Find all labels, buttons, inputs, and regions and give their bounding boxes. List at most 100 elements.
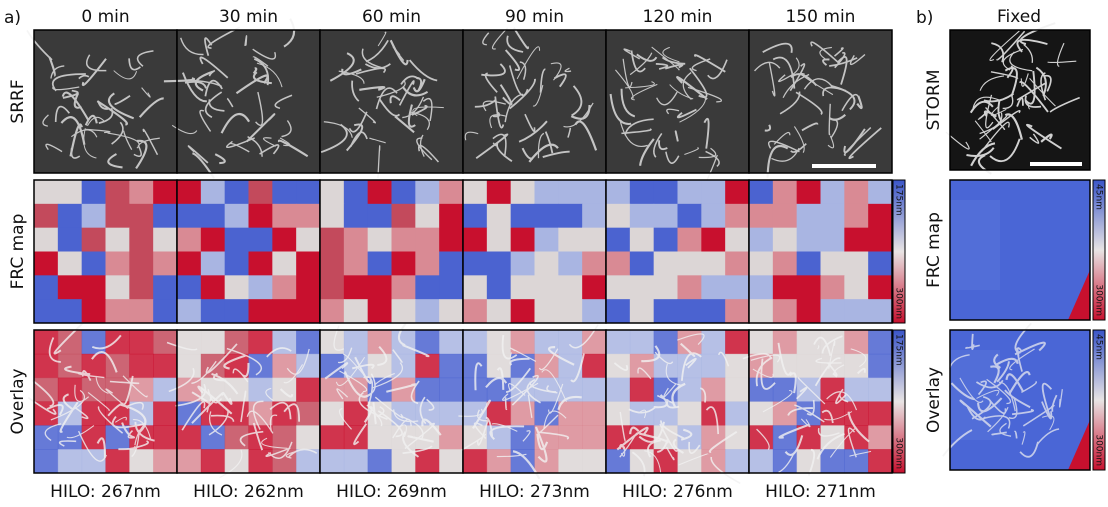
frc-cell	[153, 275, 177, 299]
frc-cell	[511, 449, 535, 473]
frc-cell	[344, 204, 368, 228]
frc-cell	[511, 299, 535, 323]
frc-cell	[558, 252, 582, 276]
frc-cell	[392, 330, 416, 354]
row-label: SRRF	[8, 79, 28, 123]
frc-cell	[725, 228, 749, 252]
frc-cell	[749, 275, 773, 299]
frc-cell	[225, 228, 249, 252]
frc-cell	[415, 299, 439, 323]
frc-cell	[487, 330, 511, 354]
frc-cell	[797, 252, 821, 276]
frc-cell	[844, 204, 868, 228]
frc-cell	[844, 275, 868, 299]
frc-cell	[487, 299, 511, 323]
frc-cell	[249, 180, 273, 204]
frc-cell	[344, 330, 368, 354]
frc-cell	[701, 275, 725, 299]
frc-cell	[225, 180, 249, 204]
frc-cell	[58, 449, 82, 473]
frc-cell	[606, 275, 630, 299]
frc-cell	[392, 204, 416, 228]
frc-cell	[701, 425, 725, 449]
panel-label: a)	[4, 8, 21, 28]
frc-cell	[630, 228, 654, 252]
frc-cell	[582, 449, 606, 473]
frc-cell	[821, 204, 845, 228]
frc-cell	[106, 204, 130, 228]
frc-cell	[773, 299, 797, 323]
frc-cell	[821, 180, 845, 204]
frc-cell	[630, 378, 654, 402]
frc-cell	[701, 180, 725, 204]
frc-cell	[272, 180, 296, 204]
frc-cell	[749, 180, 773, 204]
frc-cell	[558, 425, 582, 449]
frc-cell	[34, 425, 58, 449]
column-header: Fixed	[997, 7, 1041, 27]
frc-cell	[463, 180, 487, 204]
frc-cell	[558, 330, 582, 354]
frc-cell	[773, 275, 797, 299]
frc-cell	[34, 275, 58, 299]
frc-cell	[129, 449, 153, 473]
frc-cell	[58, 252, 82, 276]
frc-cell	[844, 354, 868, 378]
frc-cell	[678, 180, 702, 204]
frc-cell	[272, 425, 296, 449]
frc-cell	[344, 449, 368, 473]
frc-cell	[439, 425, 463, 449]
frc-cell	[582, 228, 606, 252]
frc-cell	[392, 252, 416, 276]
frc-cell	[678, 204, 702, 228]
footer-label: HILO: 262nm	[193, 482, 304, 502]
column-header: 120 min	[643, 7, 713, 27]
frc-cell	[511, 275, 535, 299]
frc-cell	[58, 275, 82, 299]
frc-cell	[320, 330, 344, 354]
frc-cell	[654, 299, 678, 323]
frc-cell	[153, 252, 177, 276]
frc-cell	[129, 204, 153, 228]
frc-cell	[558, 180, 582, 204]
frc-cell	[868, 275, 892, 299]
frc-cell	[320, 402, 344, 426]
frc-cell	[582, 204, 606, 228]
frc-cell	[368, 275, 392, 299]
frc-cell	[249, 204, 273, 228]
frc-cell	[582, 275, 606, 299]
frc-cell	[678, 275, 702, 299]
frc-cell	[415, 354, 439, 378]
frc-cell	[106, 330, 130, 354]
frc-cell	[82, 330, 106, 354]
frc-cell	[749, 299, 773, 323]
row-label: Overlay	[924, 367, 944, 433]
frc-cell	[439, 204, 463, 228]
frc-cell	[606, 378, 630, 402]
frc-cell	[129, 299, 153, 323]
frc-cell	[439, 402, 463, 426]
frc-cell	[296, 402, 320, 426]
frc-cell	[368, 204, 392, 228]
frc-cell	[678, 402, 702, 426]
frc-cell	[34, 449, 58, 473]
row-label: FRC map	[924, 212, 944, 288]
column-header: 60 min	[362, 7, 421, 27]
frc-cell	[630, 275, 654, 299]
frc-cell	[535, 204, 559, 228]
frc-cell	[368, 402, 392, 426]
frc-cell	[415, 180, 439, 204]
frc-cell	[487, 204, 511, 228]
frc-cell	[392, 180, 416, 204]
frc-cell	[868, 299, 892, 323]
frc-cell	[630, 402, 654, 426]
frc-cell	[725, 275, 749, 299]
frc-cell	[439, 252, 463, 276]
frc-cell	[272, 228, 296, 252]
frc-cell	[701, 228, 725, 252]
colorbar-label: 45nm	[1094, 184, 1104, 210]
frc-cell	[415, 449, 439, 473]
frc-cell	[868, 204, 892, 228]
frc-cell	[82, 299, 106, 323]
frc-cell	[725, 204, 749, 228]
